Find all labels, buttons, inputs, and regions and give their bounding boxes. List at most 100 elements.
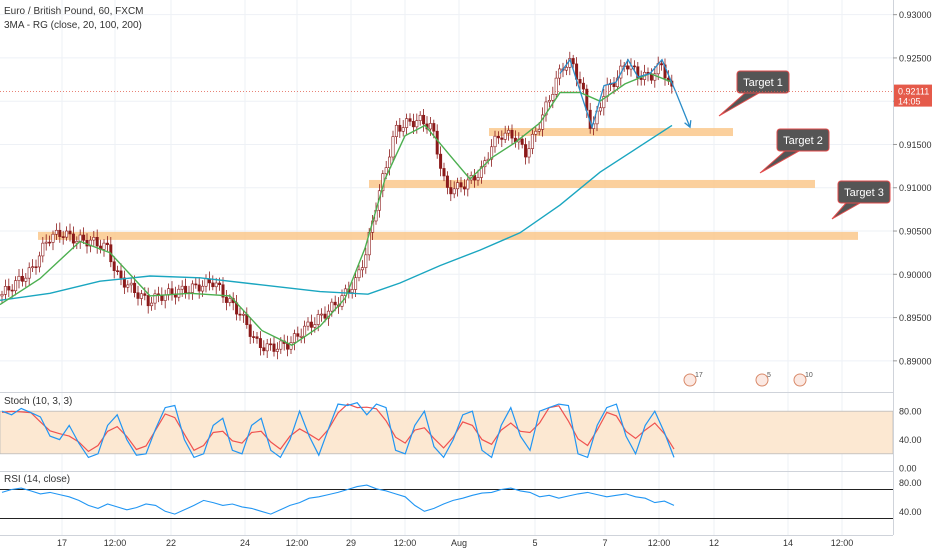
candle-body-145 (493, 135, 497, 148)
candle-body-59 (201, 285, 205, 292)
candle-body-18 (61, 236, 65, 238)
candle-body-54 (184, 285, 188, 294)
candle-body-16 (54, 229, 58, 235)
candle-body-163 (554, 77, 558, 95)
candle-body-164 (558, 68, 562, 79)
candle-body-130 (442, 168, 446, 177)
candle-body-5 (17, 275, 21, 281)
rsi-tick-0: 80.00 (899, 478, 922, 488)
stoch-title[interactable]: Stoch (10, 3, 3) (4, 396, 73, 407)
candle-body-136 (462, 186, 466, 190)
candle-body-84 (286, 343, 290, 350)
candle-body-133 (452, 188, 456, 195)
candle-body-77 (262, 347, 266, 352)
moving-averages (0, 72, 673, 347)
candle-body-1 (3, 286, 7, 295)
candle-body-52 (177, 288, 181, 298)
candle-body-90 (306, 321, 310, 327)
support-zones (38, 128, 858, 240)
candle-body-50 (170, 288, 174, 295)
price-badge-value: 0.92111 (898, 87, 929, 97)
candle-body-65 (221, 284, 225, 298)
symbol-title[interactable]: Euro / British Pound, 60, FXCM (4, 6, 144, 17)
candle-body-159 (541, 114, 545, 130)
candle-body-134 (456, 182, 460, 190)
candle-body-42 (143, 293, 147, 296)
candle-body-92 (313, 324, 317, 328)
candle-body-132 (449, 187, 453, 195)
projection-arrowhead (684, 120, 692, 129)
rsi-title[interactable]: RSI (14, close) (4, 474, 71, 485)
candle-body-81 (275, 348, 279, 352)
candle-body-170 (578, 79, 582, 84)
candle-body-14 (48, 241, 52, 244)
candle-body-124 (422, 114, 426, 125)
stoch-band (0, 410, 894, 455)
candle-body-106 (360, 267, 364, 271)
candle-body-127 (432, 123, 436, 132)
candle-body-188 (639, 77, 643, 80)
support-zone-3 (489, 128, 733, 137)
candle-body-22 (75, 240, 79, 244)
price-tick-7: 0.89500 (899, 313, 932, 323)
support-zone-1 (38, 231, 858, 240)
candle-body-10 (34, 266, 38, 269)
candle-body-95 (323, 313, 327, 319)
candle-body-128 (435, 130, 439, 155)
candle-body-119 (405, 118, 409, 128)
candle-body-8 (27, 267, 31, 279)
candle-body-113 (384, 167, 388, 174)
ma-20-line (0, 72, 673, 347)
candle-body-171 (581, 82, 585, 90)
candle-body-162 (551, 94, 555, 101)
candle-body-12 (41, 242, 45, 257)
candle-body-4 (14, 280, 18, 292)
candle-body-53 (180, 285, 184, 290)
candle-body-76 (258, 338, 262, 349)
price-tick-6: 0.90000 (899, 270, 932, 280)
target-box-2 (776, 128, 830, 152)
pane-separators (0, 392, 893, 519)
candle-body-7 (24, 277, 28, 282)
candle-body-82 (279, 340, 283, 350)
event-count-3: 10 (805, 372, 813, 379)
candle-body-44 (150, 302, 154, 307)
candle-body-63 (214, 282, 218, 288)
candle-body-116 (394, 124, 398, 137)
candle-body-88 (299, 335, 303, 338)
price-tick-1: 0.92500 (899, 53, 932, 63)
time-tick-11: 12 (709, 538, 719, 548)
candle-body-70 (238, 313, 242, 316)
candle-body-105 (357, 269, 361, 279)
candle-body-122 (415, 120, 419, 128)
candle-body-36 (122, 277, 126, 288)
indicator-title[interactable]: 3MA - RG (close, 20, 100, 200) (4, 20, 142, 31)
candle-body-141 (479, 166, 483, 178)
candle-body-24 (82, 234, 86, 241)
ma-200-line (0, 124, 673, 301)
candle-body-195 (663, 64, 667, 79)
candle-body-157 (534, 130, 538, 135)
candle-body-120 (408, 118, 412, 122)
stoch-d-line (1, 403, 675, 453)
candle-body-0 (0, 293, 4, 297)
time-tick-0: 17 (57, 538, 67, 548)
price-tick-0: 0.93000 (899, 10, 932, 20)
projection-line (559, 58, 691, 130)
candle-body-155 (527, 148, 531, 158)
candle-body-40 (136, 292, 140, 299)
event-markers: 17 5 10 (683, 372, 813, 387)
candle-body-176 (598, 107, 602, 112)
candle-body-131 (445, 175, 449, 188)
candle-body-79 (269, 343, 273, 346)
time-tick-6: 12:00 (394, 538, 417, 548)
candle-body-38 (129, 282, 133, 286)
price-tick-8: 0.89000 (899, 356, 932, 366)
event-icon-3 (793, 373, 807, 387)
time-tick-12: 14 (783, 538, 793, 548)
candle-body-150 (510, 129, 514, 139)
candle-body-33 (112, 261, 116, 272)
candle-body-186 (632, 65, 636, 68)
